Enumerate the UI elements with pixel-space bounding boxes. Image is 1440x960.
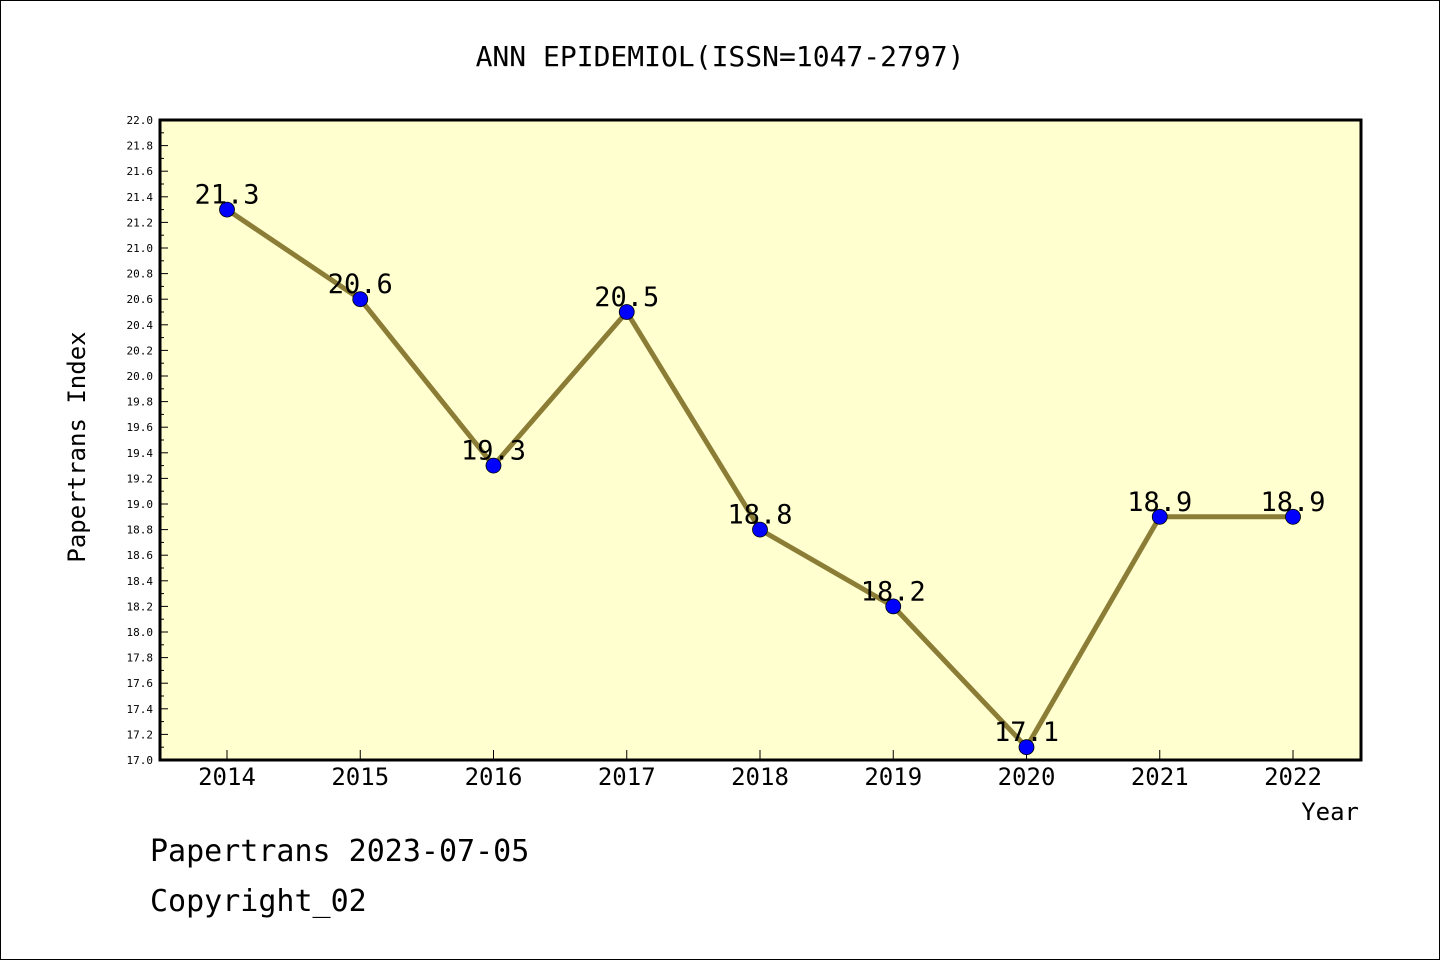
x-tick-label: 2014 (198, 763, 256, 791)
data-point (485, 457, 502, 474)
data-point (1151, 508, 1168, 525)
data-label: 19.3 (461, 436, 526, 467)
y-tick-label: 17.2 (127, 728, 154, 741)
x-tick-label: 2022 (1264, 763, 1322, 791)
data-label: 18.9 (1127, 487, 1192, 518)
y-tick-label: 19.6 (127, 421, 154, 434)
y-tick-label: 21.0 (127, 242, 154, 255)
y-axis: 17.0 17.2 17.4 17.6 17.8 18.0 18.2 18.4 18.6 18.8… (127, 114, 168, 767)
y-tick-label: 17.0 (127, 754, 154, 767)
data-point (618, 304, 635, 320)
y-tick-label: 20.8 (127, 268, 154, 281)
data-label: 17.1 (994, 717, 1059, 748)
y-tick-label: 20.6 (127, 293, 154, 306)
y-tick-label: 21.8 (127, 140, 154, 153)
y-axis-label: Papertrans Index (63, 331, 91, 562)
y-tick-label: 20.2 (127, 344, 154, 357)
chart-title: ANN EPIDEMIOL(ISSN=1047-2797) (476, 40, 965, 73)
footer-date-line: Papertrans 2023-07-05 (150, 834, 530, 869)
y-tick-label: 21.2 (127, 216, 154, 229)
y-tick-label: 18.4 (127, 575, 154, 588)
x-tick-label: 2021 (1131, 763, 1189, 791)
series-markers (219, 201, 1301, 756)
data-point (752, 521, 768, 538)
footer-copyright: Copyright_02 (150, 884, 367, 919)
data-label: 21.3 (194, 180, 259, 211)
plot-area (158, 118, 1363, 762)
data-point (1285, 508, 1301, 525)
data-label: 18.8 (727, 500, 792, 531)
y-tick-label: 21.6 (127, 165, 154, 178)
data-label: 20.5 (594, 282, 659, 313)
data-point (219, 201, 235, 218)
y-tick-label: 19.2 (127, 472, 154, 485)
y-tick-label: 21.4 (127, 191, 154, 204)
y-tick-label: 19.4 (127, 447, 154, 460)
y-tick-label: 18.2 (127, 600, 154, 613)
x-tick-label: 2020 (998, 763, 1056, 791)
y-tick-label: 18.6 (127, 549, 154, 562)
x-tick-label: 2016 (465, 763, 523, 791)
data-label: 18.9 (1260, 487, 1325, 518)
y-tick-label: 17.8 (127, 652, 154, 665)
y-tick-label: 22.0 (127, 114, 154, 127)
x-tick-label: 2018 (731, 763, 789, 791)
y-tick-label: 20.4 (127, 319, 154, 332)
y-tick-label: 19.8 (127, 396, 154, 409)
x-tick-label: 2017 (598, 763, 656, 791)
x-tick-label: 2015 (331, 763, 389, 791)
y-tick-label: 17.4 (127, 703, 154, 716)
y-tick-label: 18.0 (127, 626, 154, 639)
x-tick-label: 2019 (864, 763, 922, 791)
data-point (885, 598, 902, 615)
data-point (1018, 739, 1035, 756)
data-labels: 21.3 20.6 19.3 20.5 18.8 18.2 17.1 18.9 18.9 (194, 180, 1325, 749)
x-axis-label: Year (1301, 798, 1359, 826)
data-label: 18.2 (861, 576, 926, 607)
y-tick-label: 17.6 (127, 677, 154, 690)
y-tick-label: 18.8 (127, 524, 154, 537)
data-label: 20.6 (328, 269, 393, 300)
y-tick-label: 19.0 (127, 498, 154, 511)
data-point (352, 291, 369, 308)
x-axis: 2014 2015 2016 2017 2018 2019 2020 2021 2022 (198, 750, 1322, 791)
y-tick-label: 20.0 (127, 370, 154, 383)
